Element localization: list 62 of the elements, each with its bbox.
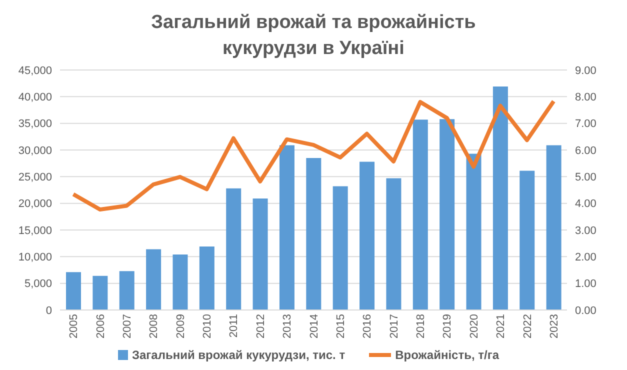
y-tick-label: 20,000 bbox=[18, 198, 52, 210]
bar bbox=[360, 162, 375, 310]
y-tick-label: 15,000 bbox=[18, 224, 52, 237]
bar bbox=[520, 170, 535, 310]
x-tick-label: 2019 bbox=[442, 314, 454, 338]
x-tick-label: 2020 bbox=[468, 314, 480, 338]
x-tick-label: 2013 bbox=[282, 314, 294, 338]
chart-title: Загальний врожай та врожайність кукурудзи в Україні bbox=[150, 11, 477, 61]
bar bbox=[92, 276, 108, 310]
y2-tick-label: 4.00 bbox=[575, 198, 596, 210]
line-series bbox=[71, 99, 556, 212]
bar bbox=[279, 145, 294, 310]
x-tick-label: 2009 bbox=[174, 314, 187, 338]
y2-tick-label: 7.00 bbox=[575, 118, 596, 130]
x-tick-label: 2006 bbox=[94, 314, 107, 338]
bar bbox=[332, 186, 348, 310]
x-tick-label: 2011 bbox=[228, 314, 240, 338]
x-tick-label: 2015 bbox=[334, 314, 347, 338]
bar bbox=[466, 154, 482, 310]
bar bbox=[492, 86, 508, 310]
x-tick-label: 2012 bbox=[254, 314, 267, 338]
y2-tick-label: 9.00 bbox=[575, 64, 596, 77]
y2-tick-label: 5.00 bbox=[575, 172, 596, 184]
y-tick-label: 0 bbox=[46, 304, 52, 317]
x-tick-label: 2021 bbox=[495, 314, 508, 338]
y-tick-label: 25,000 bbox=[18, 172, 52, 184]
legend-label: Врожайність, т/га bbox=[395, 348, 500, 362]
x-tick-label: 2017 bbox=[388, 314, 400, 338]
bar bbox=[386, 178, 402, 310]
bar bbox=[226, 188, 242, 310]
legend-label: Загальний врожай кукурудзи, тис. т bbox=[132, 348, 346, 362]
x-tick-label: 2010 bbox=[202, 314, 214, 338]
bar bbox=[146, 249, 162, 310]
bar bbox=[306, 158, 322, 310]
bar bbox=[252, 198, 268, 310]
x-tick-label: 2022 bbox=[522, 314, 534, 338]
x-tick-label: 2023 bbox=[548, 314, 560, 338]
bar bbox=[199, 246, 214, 310]
y-tick-label: 5,000 bbox=[24, 278, 52, 290]
y2-tick-label: 3.00 bbox=[575, 224, 596, 237]
bar bbox=[172, 254, 188, 310]
y-tick-label: 10,000 bbox=[18, 252, 52, 264]
x-tick-label: 2016 bbox=[362, 314, 374, 338]
y2-tick-label: 6.00 bbox=[575, 144, 596, 157]
bar bbox=[66, 272, 81, 310]
x-tick-label: 2007 bbox=[122, 314, 134, 338]
x-tick-label: 2005 bbox=[68, 314, 80, 338]
bar bbox=[119, 271, 134, 310]
y2-tick-label: 0.00 bbox=[575, 304, 596, 317]
x-tick-label: 2014 bbox=[308, 314, 320, 338]
y2-tick-label: 1.00 bbox=[575, 278, 596, 290]
y-tick-label: 40,000 bbox=[18, 92, 52, 104]
y-tick-label: 45,000 bbox=[18, 64, 52, 77]
bar bbox=[546, 145, 562, 310]
x-tick-label: 2008 bbox=[148, 314, 160, 338]
y-tick-label: 35,000 bbox=[18, 118, 52, 130]
y2-tick-label: 2.00 bbox=[575, 252, 596, 264]
y-tick-label: 30,000 bbox=[18, 144, 52, 157]
x-tick-label: 2018 bbox=[415, 314, 428, 338]
y2-tick-label: 8.00 bbox=[575, 92, 596, 104]
bar bbox=[412, 120, 428, 310]
bar bbox=[440, 119, 455, 310]
